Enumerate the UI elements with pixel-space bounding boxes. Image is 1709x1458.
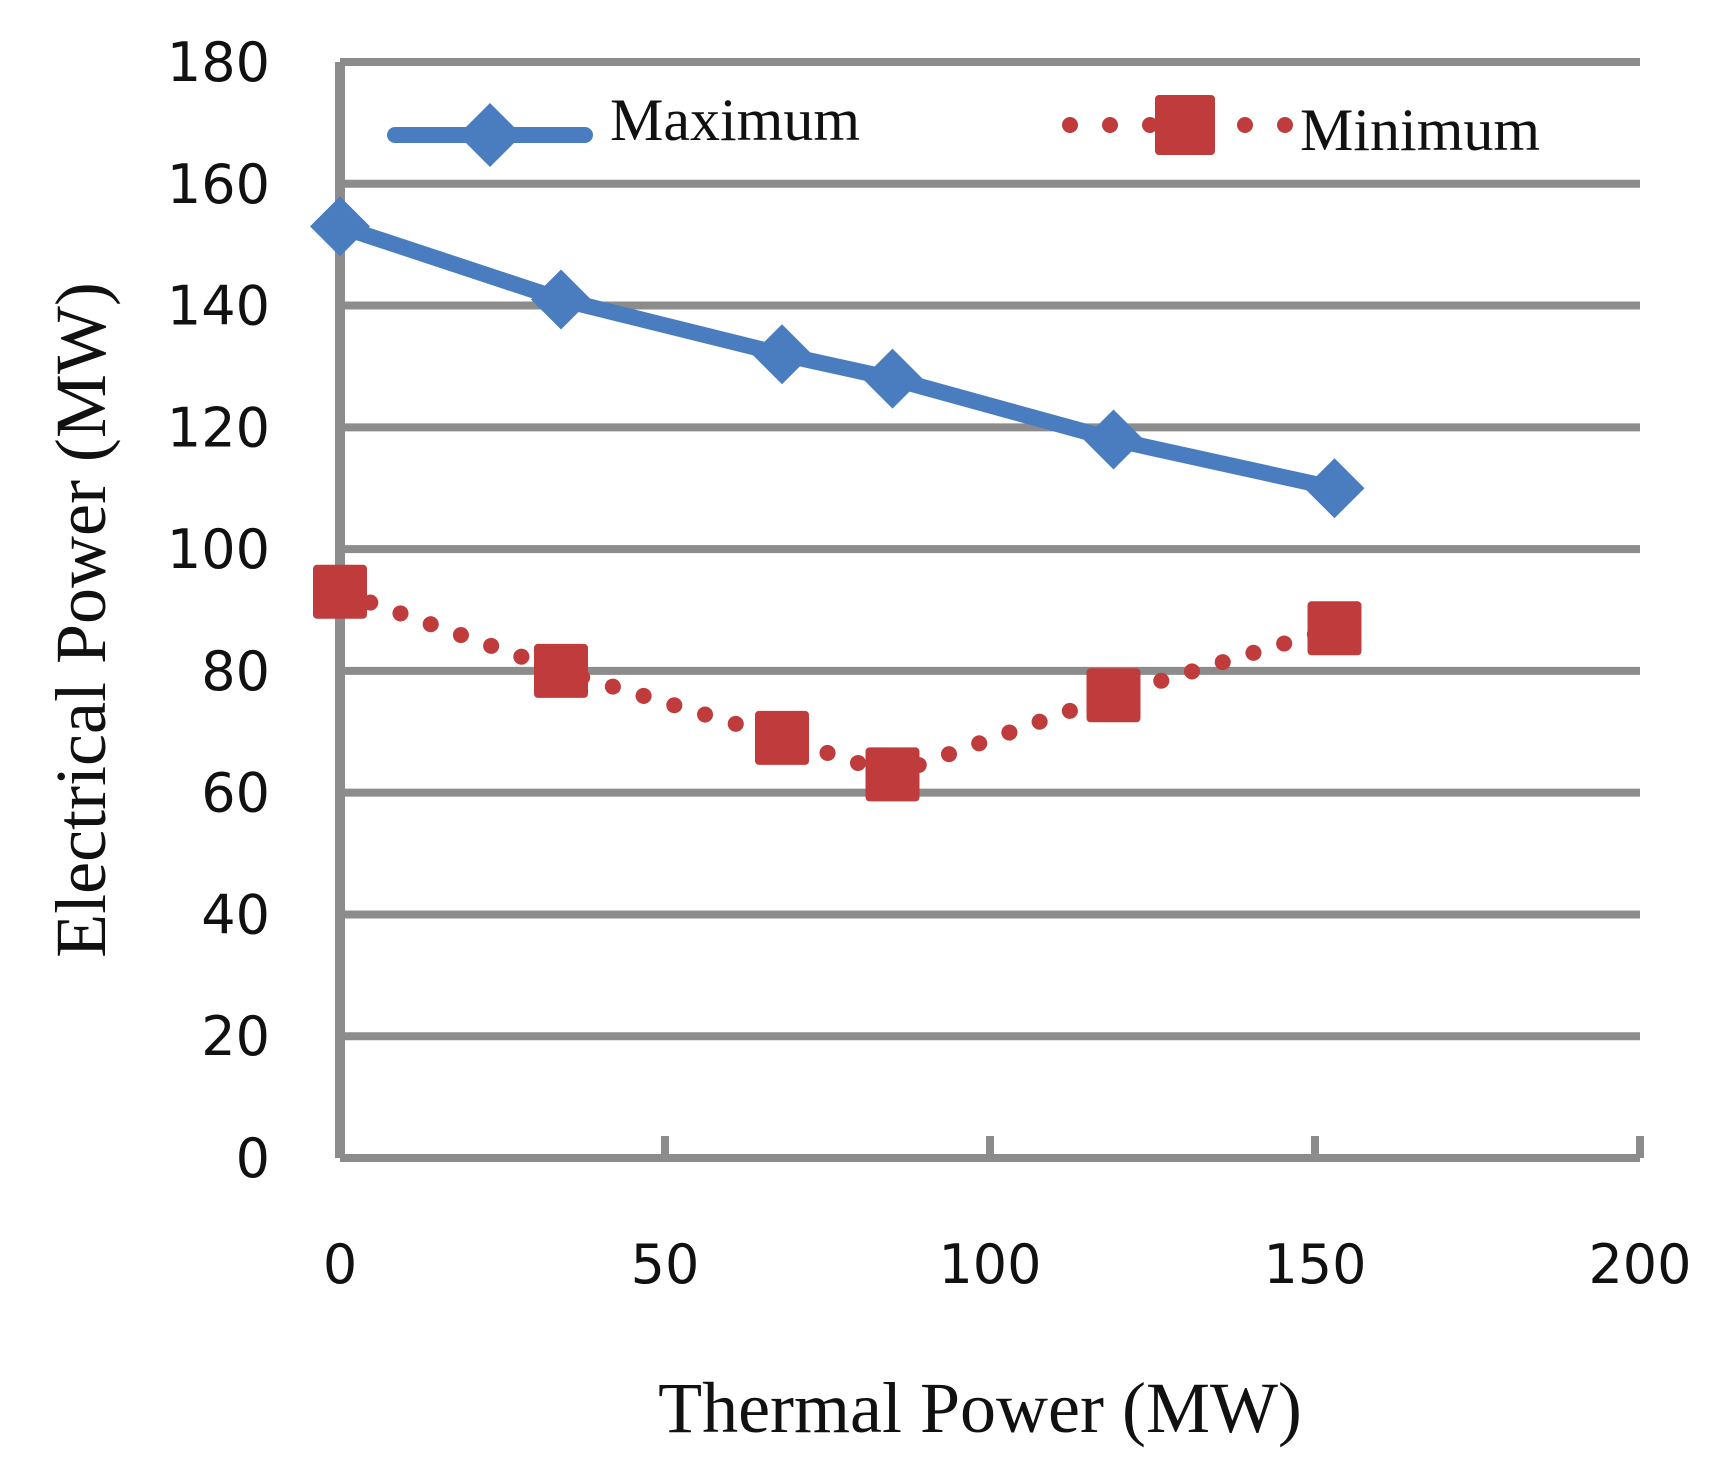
data-point-minimum [865,747,920,802]
data-point-maximum [310,196,370,257]
data-point-maximum [1083,409,1144,470]
y-axis-title: Electrical Power (MW) [41,282,121,958]
x-tick-label: 200 [1588,1233,1691,1296]
data-point-maximum [1304,458,1365,519]
legend-maximum-label: Maximum [610,87,860,153]
series-minimum [313,564,1362,802]
y-tick-label: 40 [201,883,270,946]
y-tick-label: 100 [167,518,270,581]
legend: Maximum Minimum [387,87,1540,167]
y-tick-label: 80 [201,640,270,703]
y-tick-label: 160 [167,153,270,216]
y-tick-label: 120 [167,396,270,459]
y-tick-label: 20 [201,1005,270,1068]
data-point-minimum [1086,668,1141,723]
x-tick-label: 0 [323,1233,357,1296]
data-point-minimum [755,710,809,765]
series-line-minimum [332,583,1343,783]
y-tick-label: 180 [167,31,270,94]
data-point-minimum [313,564,367,619]
legend-dot [1142,117,1158,133]
x-tick-label: 150 [1263,1233,1366,1296]
legend-dot [1062,117,1078,133]
data-point-maximum [862,348,923,409]
data-point-minimum [534,643,588,698]
x-tick-label: 50 [631,1233,700,1296]
series-layer [310,196,1365,802]
y-tick-label: 60 [201,762,270,825]
legend-minimum-marker [1155,95,1215,155]
legend-dot [1277,117,1293,133]
legend-minimum-label: Minimum [1300,97,1540,163]
axes: 0 20 40 60 80 100 120 140 160 180 0 50 100 150 200 [167,31,1692,1296]
data-point-maximum [752,324,812,385]
legend-maximum-marker [458,103,522,167]
data-point-maximum [531,269,591,330]
y-tick-label: 140 [167,275,270,338]
legend-dot [1102,117,1118,133]
gridlines [340,58,1640,1162]
series-maximum [310,196,1365,519]
legend-dot [1237,117,1253,133]
x-axis-title: Thermal Power (MW) [658,1368,1302,1448]
series-line-maximum [332,218,1343,497]
data-point-minimum [1307,601,1362,656]
legend-minimum-line [1062,117,1293,133]
x-tick-label: 100 [938,1233,1041,1296]
y-tick-label: 0 [236,1127,270,1190]
